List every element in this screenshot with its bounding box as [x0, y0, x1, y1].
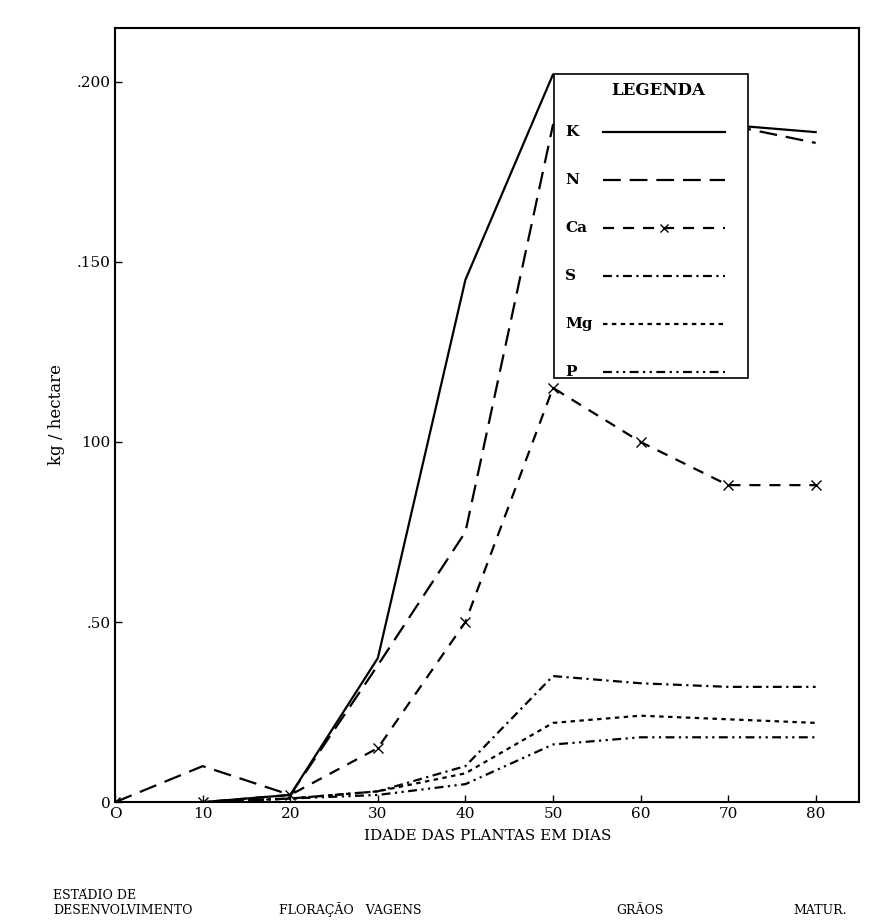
Text: FLORAÇÃO   VAGENS: FLORAÇÃO VAGENS — [279, 903, 422, 917]
Text: K: K — [565, 125, 579, 139]
FancyBboxPatch shape — [555, 74, 748, 378]
Text: GRÃOS: GRÃOS — [616, 904, 663, 917]
Text: Mg: Mg — [565, 317, 593, 331]
Text: P: P — [565, 365, 577, 379]
X-axis label: IDADE DAS PLANTAS EM DIAS: IDADE DAS PLANTAS EM DIAS — [363, 829, 611, 844]
Text: LEGENDA: LEGENDA — [611, 82, 705, 99]
Text: S: S — [565, 269, 577, 283]
Y-axis label: kg / hectare: kg / hectare — [48, 364, 66, 466]
Text: Ca: Ca — [565, 221, 587, 235]
Text: ESTÁDIO DE
DESENVOLVIMENTO: ESTÁDIO DE DESENVOLVIMENTO — [53, 890, 192, 917]
Text: MATUR.: MATUR. — [793, 904, 846, 917]
Text: N: N — [565, 173, 579, 187]
